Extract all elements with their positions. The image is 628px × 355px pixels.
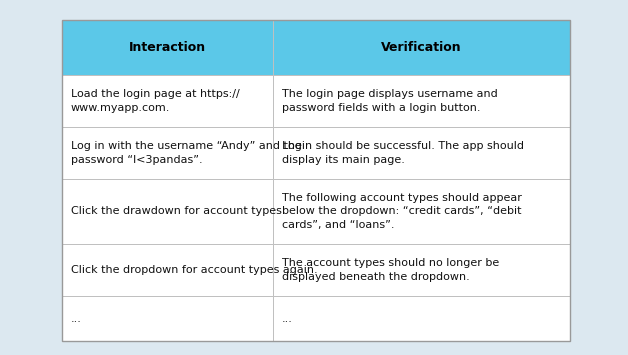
Bar bbox=[273, 75, 570, 127]
Text: The account types should no longer be
displayed beneath the dropdown.: The account types should no longer be di… bbox=[282, 258, 499, 282]
Bar bbox=[62, 20, 273, 75]
Bar bbox=[273, 296, 570, 341]
Text: Login should be successful. The app should
display its main page.: Login should be successful. The app shou… bbox=[282, 141, 524, 165]
Text: The following account types should appear
below the dropdown: “credit cards”, “d: The following account types should appea… bbox=[282, 193, 522, 230]
Text: Load the login page at https://
www.myapp.com.: Load the login page at https:// www.myap… bbox=[71, 89, 240, 113]
Bar bbox=[62, 179, 273, 244]
Text: Click the drawdown for account types.: Click the drawdown for account types. bbox=[71, 207, 286, 217]
Bar bbox=[62, 296, 273, 341]
Bar bbox=[62, 20, 570, 341]
Text: Interaction: Interaction bbox=[129, 41, 206, 54]
Text: Click the dropdown for account types again.: Click the dropdown for account types aga… bbox=[71, 265, 318, 275]
Bar bbox=[62, 75, 273, 127]
Text: Log in with the username “Andy” and the
password “l<3pandas”.: Log in with the username “Andy” and the … bbox=[71, 141, 302, 165]
Bar bbox=[273, 127, 570, 179]
Text: The login page displays username and
password fields with a login button.: The login page displays username and pas… bbox=[282, 89, 497, 113]
Bar bbox=[273, 179, 570, 244]
Bar bbox=[62, 20, 570, 341]
Text: ...: ... bbox=[282, 313, 293, 323]
Text: ...: ... bbox=[71, 313, 82, 323]
Bar bbox=[273, 20, 570, 75]
Bar bbox=[273, 244, 570, 296]
Bar bbox=[62, 127, 273, 179]
Text: Verification: Verification bbox=[381, 41, 462, 54]
Bar bbox=[62, 244, 273, 296]
